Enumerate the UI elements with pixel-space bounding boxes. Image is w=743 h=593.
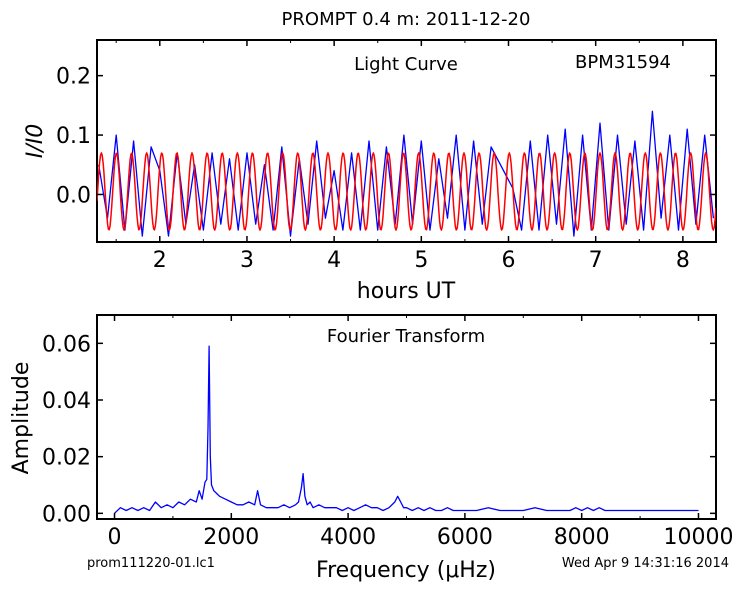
- light-curve-series-model: [97, 152, 716, 231]
- light-curve-ytick-label: 0.2: [56, 65, 91, 90]
- fourier-ytick-label: 0.02: [42, 446, 91, 471]
- light-curve-xtick-label: 8: [676, 248, 690, 273]
- light-curve-ytick-label: 0.0: [56, 183, 91, 208]
- light-curve-xlabel: hours UT: [357, 279, 456, 304]
- light-curve-xtick-label: 3: [240, 248, 254, 273]
- fourier-ytick-label: 0.04: [42, 389, 91, 414]
- light-curve-xtick-label: 5: [414, 248, 428, 273]
- light-curve-ytick-label: 0.1: [56, 124, 91, 149]
- fourier-axes-frame: [96, 314, 717, 520]
- fourier-panel: Fourier Transform Frequency (μHz) Amplit…: [9, 314, 733, 583]
- fourier-series-data: [114, 345, 699, 514]
- fourier-xtick-label: 2000: [203, 525, 259, 550]
- light-curve-annotation: BPM31594: [575, 52, 671, 73]
- light-curve-series-data: [98, 110, 715, 237]
- light-curve-xtick-label: 6: [502, 248, 516, 273]
- light-curve-ylabel: I/I0: [23, 124, 48, 158]
- fourier-title: Fourier Transform: [327, 326, 485, 347]
- figure-title: PROMPT 0.4 m: 2011-12-20: [282, 9, 531, 30]
- fourier-xtick-label: 10000: [663, 525, 733, 550]
- fourier-xlabel: Frequency (μHz): [316, 558, 496, 583]
- fourier-ylabel: Amplitude: [9, 362, 34, 475]
- footer-filename: prom111220-01.lc1: [87, 556, 215, 571]
- fourier-xtick-label: 4000: [320, 525, 376, 550]
- fourier-xtick-label: 6000: [437, 525, 493, 550]
- light-curve-title: Light Curve: [354, 54, 458, 75]
- fourier-ytick-label: 0.06: [42, 332, 91, 357]
- light-curve-xtick-label: 2: [153, 248, 167, 273]
- light-curve-xtick-label: 7: [589, 248, 603, 273]
- light-curve-panel: Light Curve BPM31594 hours UT I/I0 2 3 4 5 6…: [23, 39, 717, 304]
- footer-timestamp: Wed Apr 9 14:31:16 2014: [562, 556, 729, 571]
- fourier-ytick-label: 0.00: [42, 502, 91, 527]
- light-curve-xtick-label: 4: [327, 248, 341, 273]
- fourier-xtick-label: 0: [108, 525, 122, 550]
- fourier-xtick-label: 8000: [554, 525, 610, 550]
